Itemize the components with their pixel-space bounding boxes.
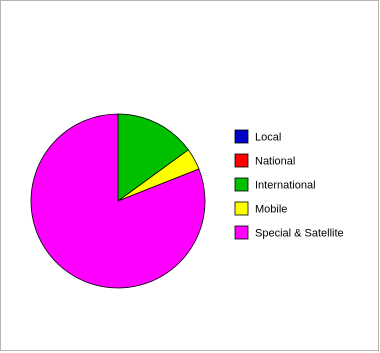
legend-swatch-international <box>234 177 249 192</box>
legend-swatch-national <box>234 153 249 168</box>
legend-label-local: Local <box>255 132 281 144</box>
legend-label-national: National <box>255 156 295 168</box>
legend-swatch-local <box>234 129 249 144</box>
legend-label-special-and-satellite: Special & Satellite <box>255 228 344 240</box>
pie-slices <box>30 113 206 289</box>
pie-slice-special-and-satellite <box>30 113 206 289</box>
legend-swatch-special-and-satellite <box>234 225 249 240</box>
legend-label-mobile: Mobile <box>255 204 287 216</box>
legend-label-international: International <box>255 180 316 192</box>
legend-swatch-mobile <box>234 201 249 216</box>
legend: Local National International Mobile Special … <box>234 129 344 240</box>
pie-slice-international <box>117 113 189 202</box>
